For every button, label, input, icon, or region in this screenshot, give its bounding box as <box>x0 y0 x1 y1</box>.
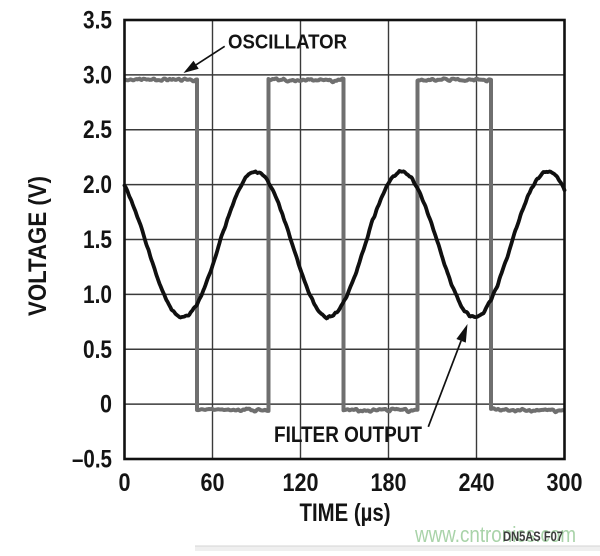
svg-text:OSCILLATOR: OSCILLATOR <box>228 32 348 54</box>
svg-text:2.0: 2.0 <box>83 171 112 199</box>
svg-text:120: 120 <box>283 469 319 497</box>
svg-text:300: 300 <box>547 469 583 497</box>
svg-text:DN5AS F07: DN5AS F07 <box>503 528 563 544</box>
svg-text:60: 60 <box>201 469 225 497</box>
svg-text:0.5: 0.5 <box>83 336 112 364</box>
svg-text:VOLTAGE (V): VOLTAGE (V) <box>24 176 52 316</box>
svg-text:3.0: 3.0 <box>83 61 112 89</box>
svg-text:180: 180 <box>371 469 407 497</box>
svg-text:FILTER OUTPUT: FILTER OUTPUT <box>274 422 422 447</box>
svg-text:1.5: 1.5 <box>83 226 112 254</box>
svg-text:2.5: 2.5 <box>83 116 112 144</box>
svg-text:0: 0 <box>119 469 131 497</box>
svg-text:240: 240 <box>459 469 495 497</box>
svg-text:www.cntronics.com: www.cntronics.com <box>414 522 576 547</box>
svg-text:–0.5: –0.5 <box>72 446 112 474</box>
svg-text:TIME (µs): TIME (µs) <box>300 499 391 527</box>
svg-text:3.5: 3.5 <box>83 7 112 35</box>
svg-text:0: 0 <box>100 391 112 419</box>
svg-text:1.0: 1.0 <box>83 281 112 309</box>
